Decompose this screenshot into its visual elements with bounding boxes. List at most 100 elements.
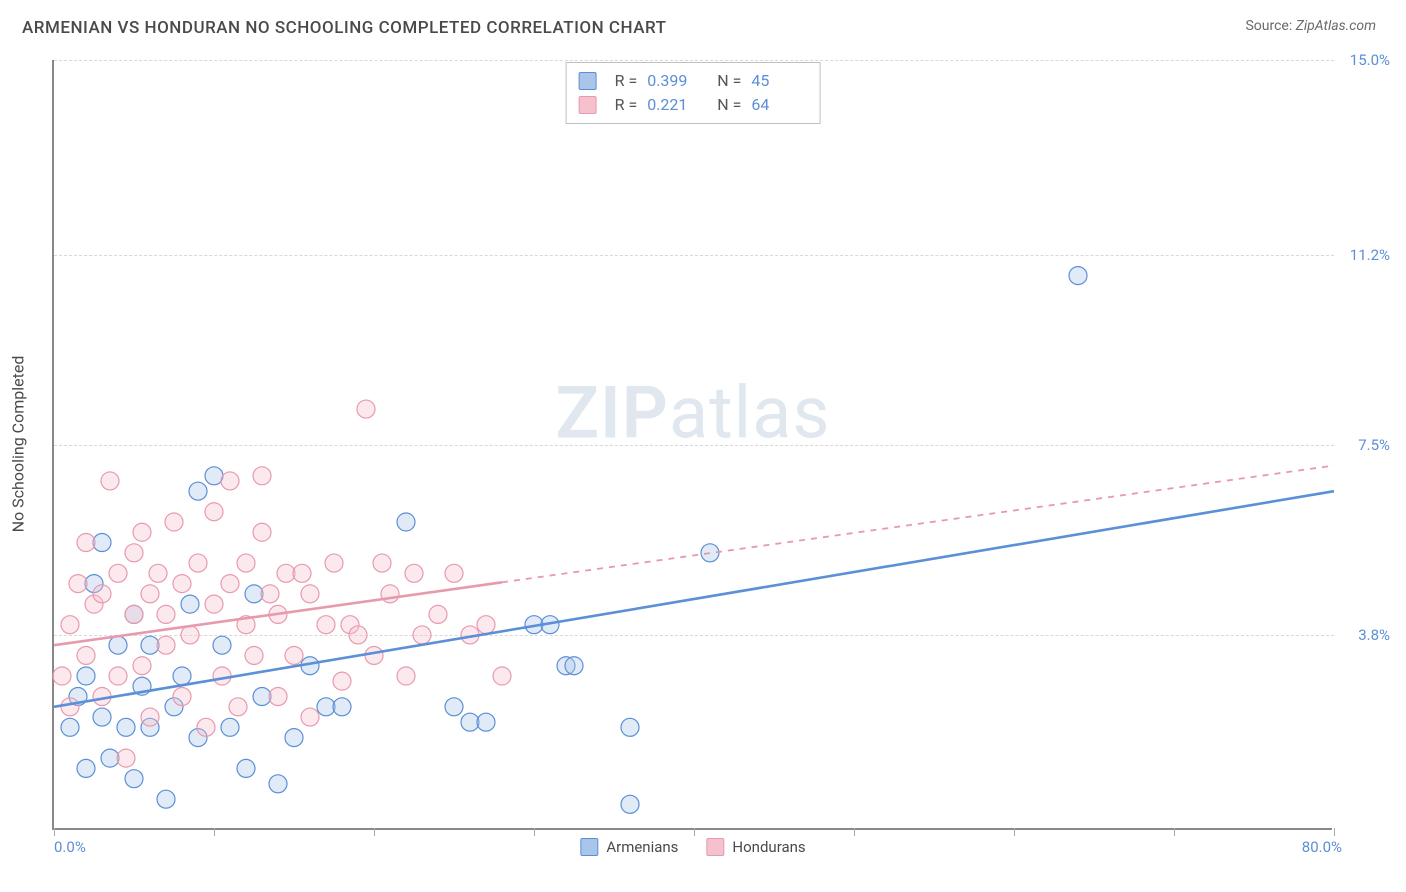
scatter-point-hondurans (109, 667, 127, 685)
chart-title: ARMENIAN VS HONDURAN NO SCHOOLING COMPLE… (22, 18, 666, 38)
scatter-point-hondurans (245, 646, 263, 664)
n-value: 45 (751, 69, 803, 93)
scatter-point-armenians (397, 513, 415, 531)
chart-area: ZIPatlas 3.8%7.5%11.2%15.0% No Schooling… (52, 60, 1372, 830)
scatter-point-armenians (61, 718, 79, 736)
scatter-point-hondurans (445, 564, 463, 582)
scatter-point-hondurans (373, 554, 391, 572)
scatter-point-armenians (77, 759, 95, 777)
x-axis-min-label: 0.0% (54, 838, 86, 856)
scatter-point-hondurans (317, 616, 335, 634)
scatter-point-armenians (253, 688, 271, 706)
scatter-point-armenians (461, 713, 479, 731)
r-value: 0.399 (647, 69, 699, 93)
scatter-point-armenians (285, 729, 303, 747)
scatter-point-hondurans (205, 595, 223, 613)
scatter-plot-svg (54, 60, 1334, 830)
legend-swatch (579, 96, 597, 114)
scatter-point-hondurans (157, 636, 175, 654)
scatter-point-armenians (245, 585, 263, 603)
scatter-point-hondurans (349, 626, 367, 644)
plot-box: ZIPatlas 3.8%7.5%11.2%15.0% No Schooling… (52, 60, 1332, 830)
legend-stats-row: R = 0.221 N = 64 (579, 93, 804, 117)
y-axis-tick-label: 15.0% (1350, 51, 1390, 69)
y-axis-title: No Schooling Completed (9, 356, 28, 533)
scatter-point-armenians (109, 636, 127, 654)
legend-swatch (580, 838, 598, 856)
scatter-point-hondurans (477, 616, 495, 634)
n-value: 64 (751, 93, 803, 117)
scatter-point-armenians (621, 795, 639, 813)
scatter-point-hondurans (165, 513, 183, 531)
scatter-point-armenians (93, 534, 111, 552)
scatter-point-hondurans (325, 554, 343, 572)
scatter-point-armenians (77, 667, 95, 685)
scatter-point-armenians (477, 713, 495, 731)
trend-line-dashed-hondurans (502, 466, 1334, 583)
scatter-point-armenians (317, 698, 335, 716)
scatter-point-hondurans (237, 554, 255, 572)
scatter-point-hondurans (125, 605, 143, 623)
scatter-point-armenians (117, 718, 135, 736)
scatter-point-hondurans (365, 646, 383, 664)
x-axis-tick (1334, 828, 1335, 836)
legend-series-item: Armenians (580, 838, 678, 856)
scatter-point-armenians (93, 708, 111, 726)
r-label: R = (615, 93, 638, 117)
source-label: Source: (1245, 18, 1292, 34)
scatter-point-hondurans (117, 749, 135, 767)
scatter-point-hondurans (405, 564, 423, 582)
scatter-point-hondurans (109, 564, 127, 582)
r-label: R = (615, 69, 638, 93)
scatter-point-hondurans (189, 554, 207, 572)
source-value: ZipAtlas.com (1296, 18, 1376, 34)
source-attribution: Source: ZipAtlas.com (1245, 18, 1376, 34)
scatter-point-hondurans (221, 472, 239, 490)
scatter-point-hondurans (293, 564, 311, 582)
scatter-point-hondurans (213, 667, 231, 685)
legend-swatch (579, 72, 597, 90)
scatter-point-hondurans (269, 688, 287, 706)
scatter-point-armenians (333, 698, 351, 716)
scatter-point-hondurans (133, 523, 151, 541)
scatter-point-hondurans (101, 472, 119, 490)
scatter-point-hondurans (141, 585, 159, 603)
scatter-point-hondurans (61, 616, 79, 634)
x-axis-max-label: 80.0% (1302, 838, 1342, 856)
y-axis-tick-label: 7.5% (1358, 436, 1390, 454)
scatter-point-hondurans (77, 646, 95, 664)
scatter-point-hondurans (77, 534, 95, 552)
y-axis-tick-label: 11.2% (1350, 246, 1390, 264)
scatter-point-hondurans (173, 688, 191, 706)
scatter-point-hondurans (61, 698, 79, 716)
scatter-point-armenians (141, 636, 159, 654)
scatter-point-hondurans (429, 605, 447, 623)
scatter-point-armenians (445, 698, 463, 716)
scatter-point-hondurans (261, 585, 279, 603)
scatter-point-hondurans (301, 708, 319, 726)
scatter-point-hondurans (157, 605, 175, 623)
scatter-point-hondurans (357, 400, 375, 418)
scatter-point-hondurans (149, 564, 167, 582)
scatter-point-armenians (173, 667, 191, 685)
scatter-point-hondurans (277, 564, 295, 582)
scatter-point-hondurans (493, 667, 511, 685)
scatter-point-armenians (125, 770, 143, 788)
scatter-point-armenians (205, 467, 223, 485)
legend-series-item: Hondurans (706, 838, 805, 856)
scatter-point-armenians (565, 657, 583, 675)
scatter-point-armenians (221, 718, 239, 736)
scatter-point-armenians (269, 775, 287, 793)
scatter-point-armenians (101, 749, 119, 767)
scatter-point-armenians (181, 595, 199, 613)
r-value: 0.221 (647, 93, 699, 117)
n-label: N = (717, 93, 741, 117)
scatter-point-hondurans (173, 575, 191, 593)
n-label: N = (717, 69, 741, 93)
scatter-point-armenians (237, 759, 255, 777)
scatter-point-hondurans (301, 585, 319, 603)
scatter-point-hondurans (141, 708, 159, 726)
scatter-point-hondurans (197, 718, 215, 736)
scatter-point-hondurans (125, 544, 143, 562)
scatter-point-hondurans (285, 646, 303, 664)
